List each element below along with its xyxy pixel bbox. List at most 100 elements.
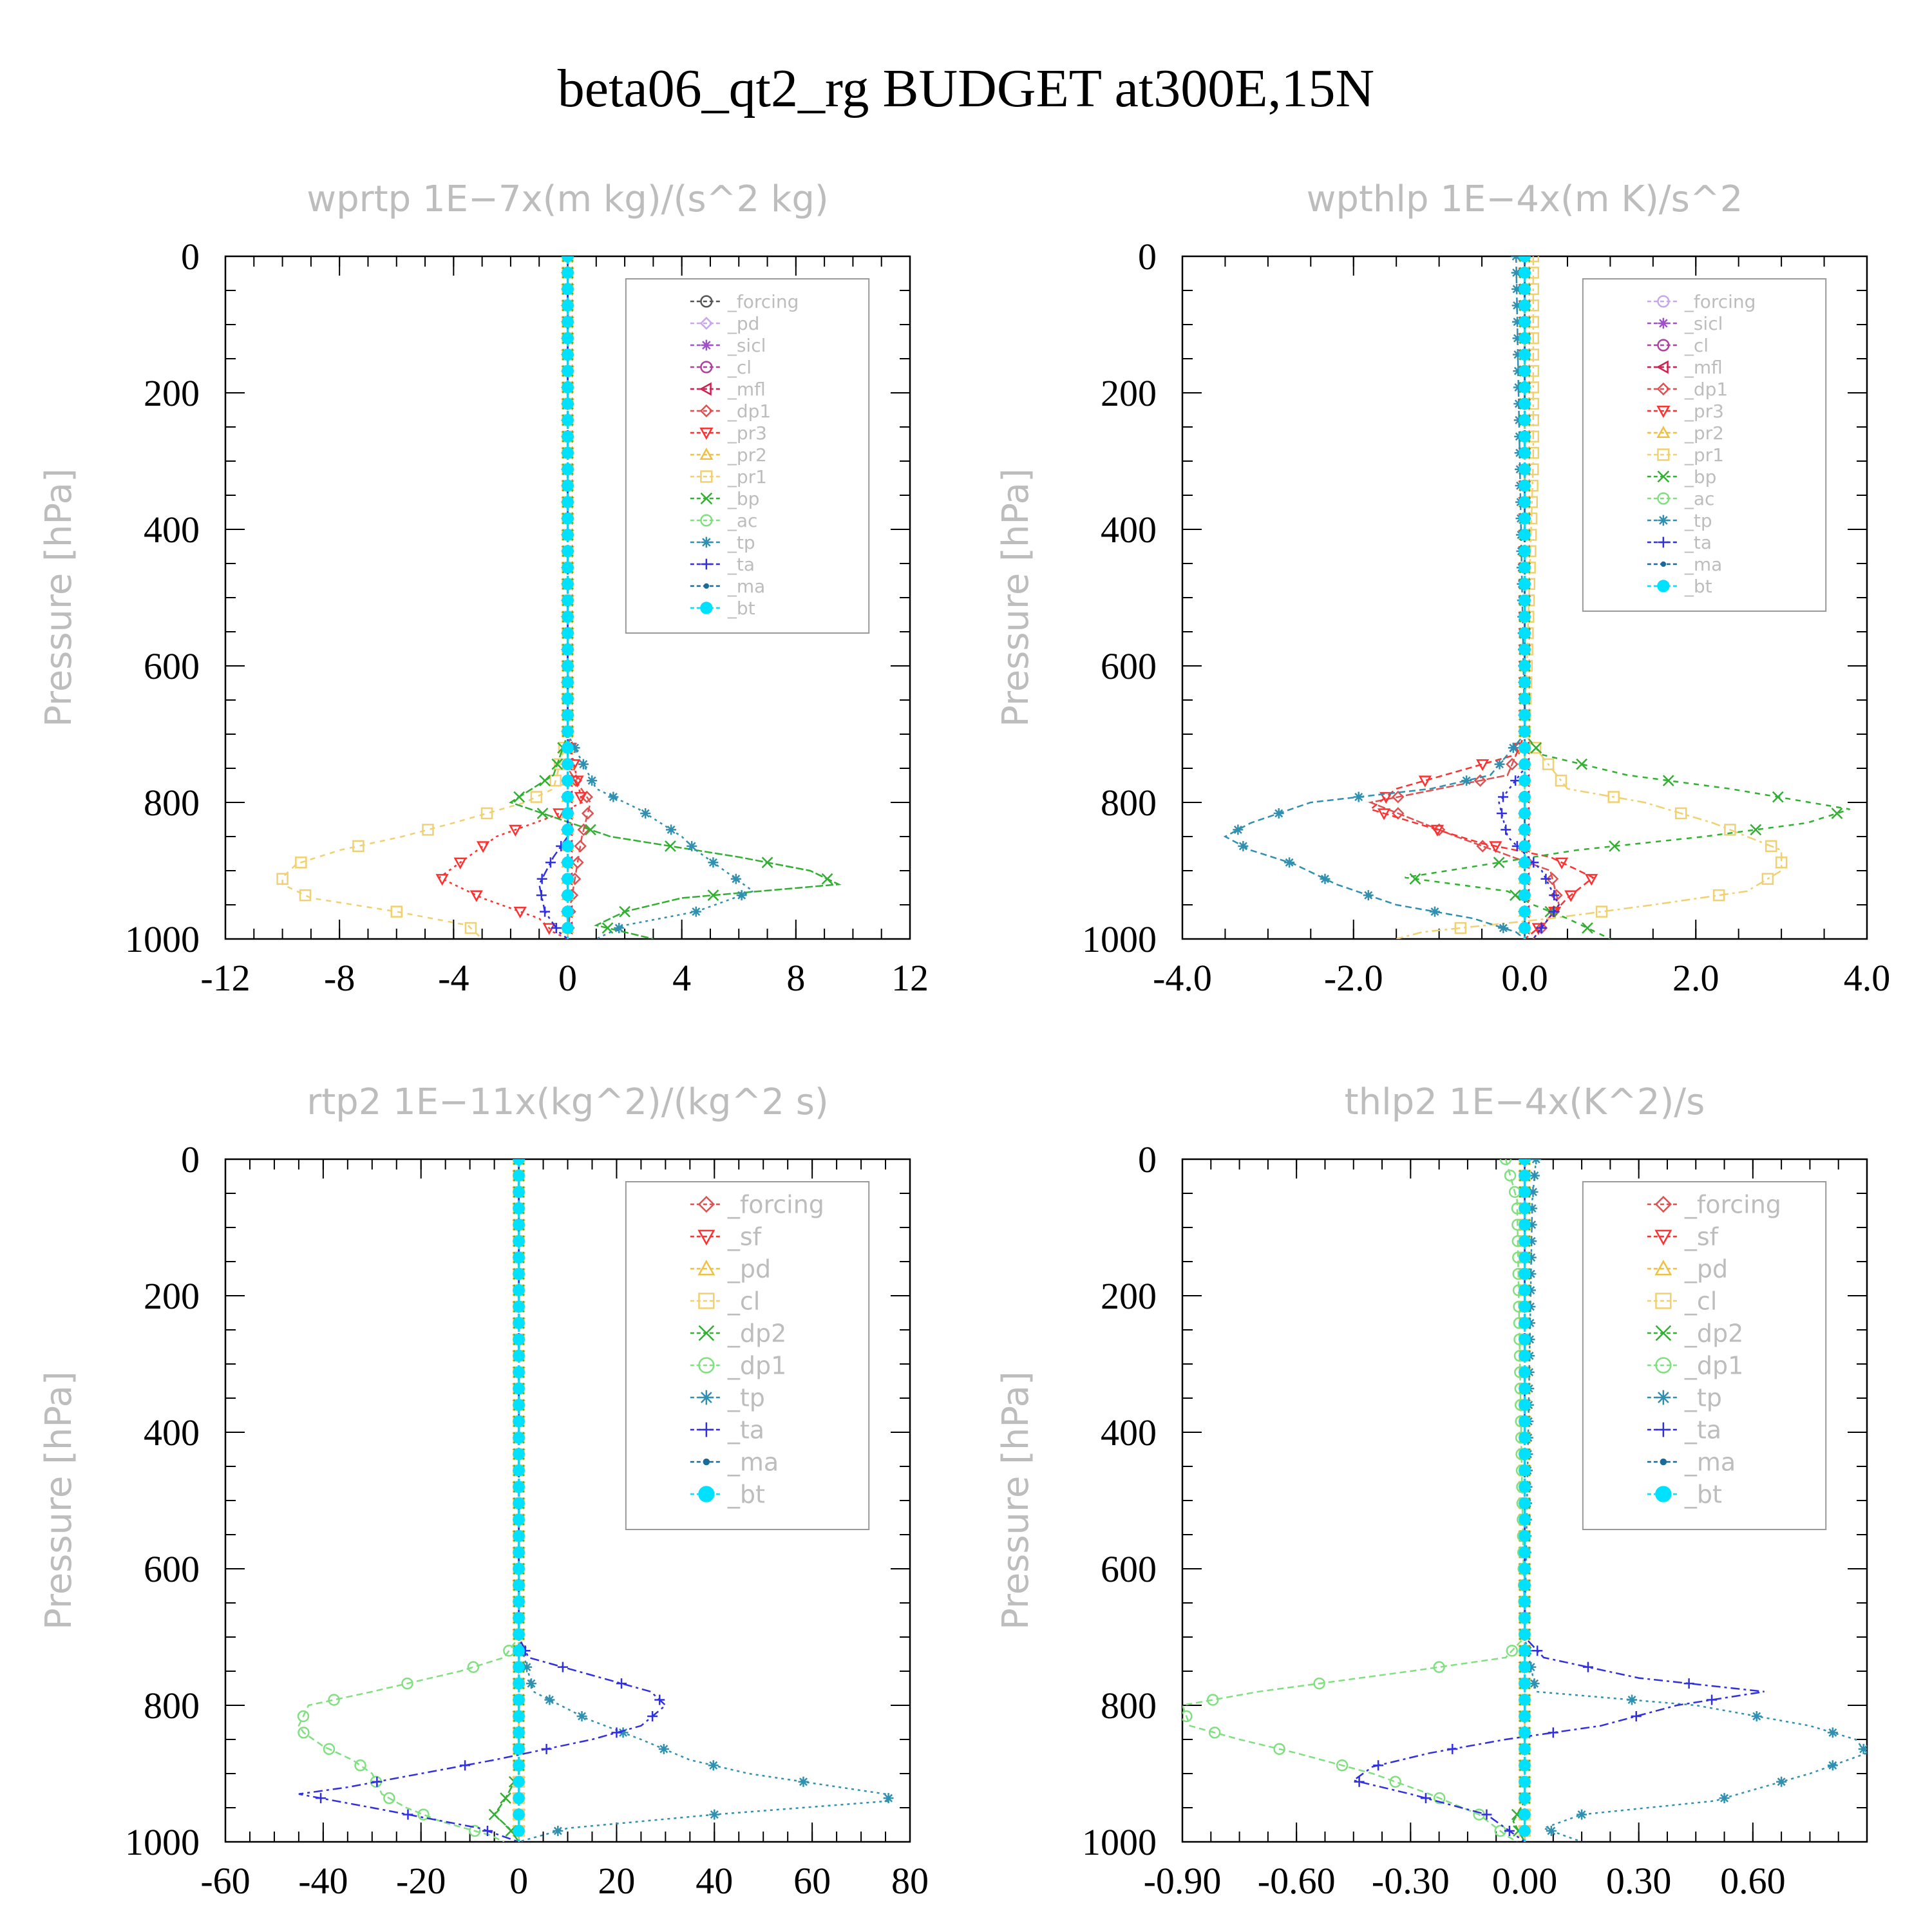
series-marker (707, 889, 719, 902)
series-marker (562, 692, 574, 705)
series-marker (1519, 447, 1531, 459)
series-marker (328, 1694, 340, 1706)
legend-item: _sf (690, 1222, 762, 1251)
series-marker (1519, 1399, 1531, 1411)
series-marker (1519, 1530, 1531, 1542)
series-marker (1519, 840, 1531, 853)
x-tick-label: 4.0 (1844, 957, 1891, 999)
legend-label: _bt (727, 598, 755, 619)
legend-marker (1657, 448, 1670, 461)
x-tick-label: -20 (396, 1860, 446, 1902)
legend-label: _pr1 (727, 466, 767, 488)
legend-item: _ta (690, 554, 755, 575)
series-marker (545, 857, 556, 868)
series-marker (1519, 1743, 1531, 1756)
series-marker (513, 1432, 525, 1444)
legend-marker (699, 1390, 714, 1405)
series-marker (1429, 906, 1440, 917)
series-marker (1750, 824, 1762, 836)
series-marker (562, 463, 574, 475)
series-marker (1582, 1662, 1593, 1672)
series-marker (1827, 1760, 1838, 1771)
series-marker (1519, 791, 1531, 803)
y-tick-label: 400 (144, 509, 200, 551)
y-axis-label: Pressure [hPa] (995, 468, 1037, 727)
series-marker (1519, 479, 1531, 492)
legend-marker (1655, 1357, 1672, 1374)
legend-marker (698, 1486, 715, 1502)
series-marker (601, 922, 614, 934)
plot-area (1182, 1159, 1867, 1842)
series-marker (1683, 1678, 1694, 1689)
series-marker (536, 890, 547, 901)
series-marker (571, 856, 584, 869)
legend-marker (1657, 492, 1670, 505)
legend-item: _pd (690, 1255, 771, 1283)
series-marker (1519, 397, 1531, 410)
series-marker (1418, 775, 1432, 788)
series-marker (578, 759, 589, 770)
series-bt (1519, 256, 1531, 939)
legend-item: _cl (1647, 335, 1709, 356)
series-marker (513, 1186, 525, 1198)
series-marker (1529, 1678, 1540, 1689)
series-marker (1363, 890, 1374, 901)
series-marker (1751, 1710, 1762, 1721)
series-marker (1526, 1269, 1537, 1280)
series-marker (1433, 1661, 1445, 1673)
series-marker (480, 807, 493, 820)
legend-item: _pr2 (690, 444, 767, 466)
legend-item: _cl (690, 357, 752, 378)
legend-marker (1658, 536, 1669, 548)
series-marker (562, 332, 574, 345)
series-marker (1519, 348, 1531, 361)
legend-item: _ma (690, 576, 765, 597)
series-marker (1519, 545, 1531, 558)
series-marker (1519, 496, 1531, 508)
chart-panel-4: thlp2 1E−4x(K^2)/s Pressure [hPa] -0.90 -0.… (995, 1081, 1868, 1902)
series-marker (562, 774, 574, 787)
series-marker (1519, 299, 1531, 312)
series-marker (536, 808, 549, 819)
series-line (567, 256, 592, 939)
legend-item: _ma (1647, 1448, 1736, 1476)
series-marker (1540, 873, 1551, 884)
legend-item: _mfl (1647, 357, 1723, 378)
panel-title: wpthlp 1E−4x(m K)/s^2 (1307, 178, 1743, 220)
series-marker (690, 906, 701, 917)
legend-label: _ta (727, 1416, 764, 1444)
series-marker (544, 1694, 555, 1705)
series-marker (1519, 1251, 1531, 1264)
series-marker (1527, 1203, 1538, 1214)
legend-marker (1660, 1458, 1667, 1466)
series-marker (1555, 857, 1569, 869)
series-marker (562, 381, 574, 393)
legend-label: _tp (727, 532, 755, 553)
legend-item: _forcing (1647, 1190, 1781, 1218)
y-tick-label: 0 (181, 236, 200, 278)
series-marker (1577, 1809, 1587, 1820)
series-marker (417, 1808, 430, 1821)
series-marker (1519, 1350, 1531, 1362)
series-marker (1519, 889, 1531, 902)
legend-label: _bp (727, 488, 760, 509)
series-marker (1529, 1170, 1540, 1181)
series-marker (467, 1661, 480, 1673)
series-marker (562, 659, 574, 672)
y-tick-label: 400 (144, 1412, 200, 1454)
series-marker (1531, 1159, 1542, 1164)
series-marker (276, 873, 289, 885)
series-marker (1476, 759, 1490, 772)
series-marker (513, 1317, 525, 1329)
y-tick-label: 400 (1101, 1412, 1157, 1454)
series-marker (1627, 1694, 1638, 1705)
series-marker (1512, 349, 1523, 360)
legend-item: _pd (1647, 1255, 1728, 1283)
series-marker (509, 824, 522, 837)
series-marker (1724, 824, 1736, 836)
series-line (437, 256, 583, 939)
legend-label: _cl (727, 1287, 760, 1315)
series-marker (1389, 1776, 1401, 1788)
series-marker (1526, 1219, 1537, 1230)
series-marker (513, 1464, 525, 1477)
